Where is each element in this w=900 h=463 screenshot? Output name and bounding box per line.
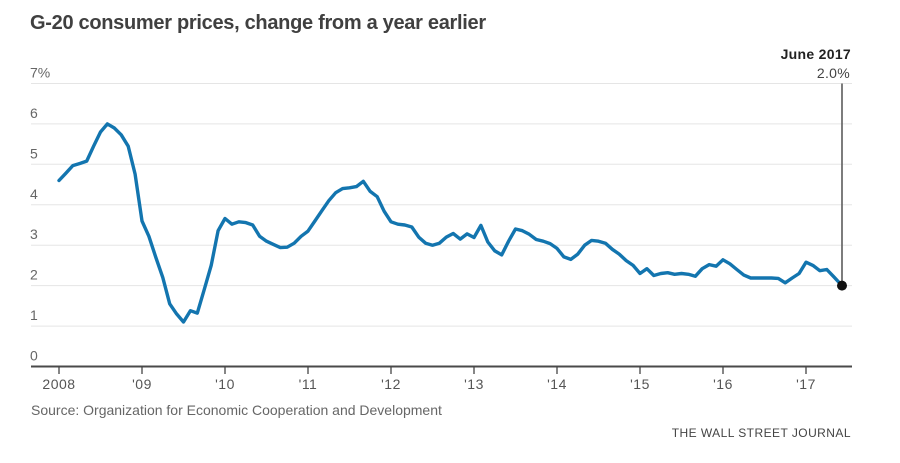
svg-text:0: 0 — [30, 348, 38, 364]
svg-text:2.0%: 2.0% — [817, 65, 850, 81]
svg-text:'12: '12 — [381, 376, 401, 392]
svg-text:'15: '15 — [630, 376, 650, 392]
svg-text:June 2017: June 2017 — [781, 46, 851, 62]
svg-text:'16: '16 — [713, 376, 733, 392]
svg-text:'09: '09 — [132, 376, 152, 392]
svg-text:G-20 consumer prices, change f: G-20 consumer prices, change from a year… — [30, 12, 486, 34]
svg-text:THE WALL STREET JOURNAL: THE WALL STREET JOURNAL — [672, 426, 851, 440]
svg-text:'13: '13 — [464, 376, 484, 392]
svg-text:2008: 2008 — [42, 376, 75, 392]
svg-text:5: 5 — [30, 145, 38, 161]
svg-text:1: 1 — [30, 307, 38, 323]
svg-text:Source: Organization for Econo: Source: Organization for Economic Cooper… — [31, 402, 442, 418]
svg-text:'17: '17 — [796, 376, 816, 392]
svg-text:7%: 7% — [30, 65, 50, 81]
svg-text:4: 4 — [30, 186, 38, 202]
svg-text:2: 2 — [30, 267, 38, 283]
svg-text:3: 3 — [30, 226, 38, 242]
svg-text:'10: '10 — [215, 376, 235, 392]
svg-text:'14: '14 — [547, 376, 567, 392]
svg-text:6: 6 — [30, 105, 38, 121]
svg-text:'11: '11 — [299, 376, 318, 392]
